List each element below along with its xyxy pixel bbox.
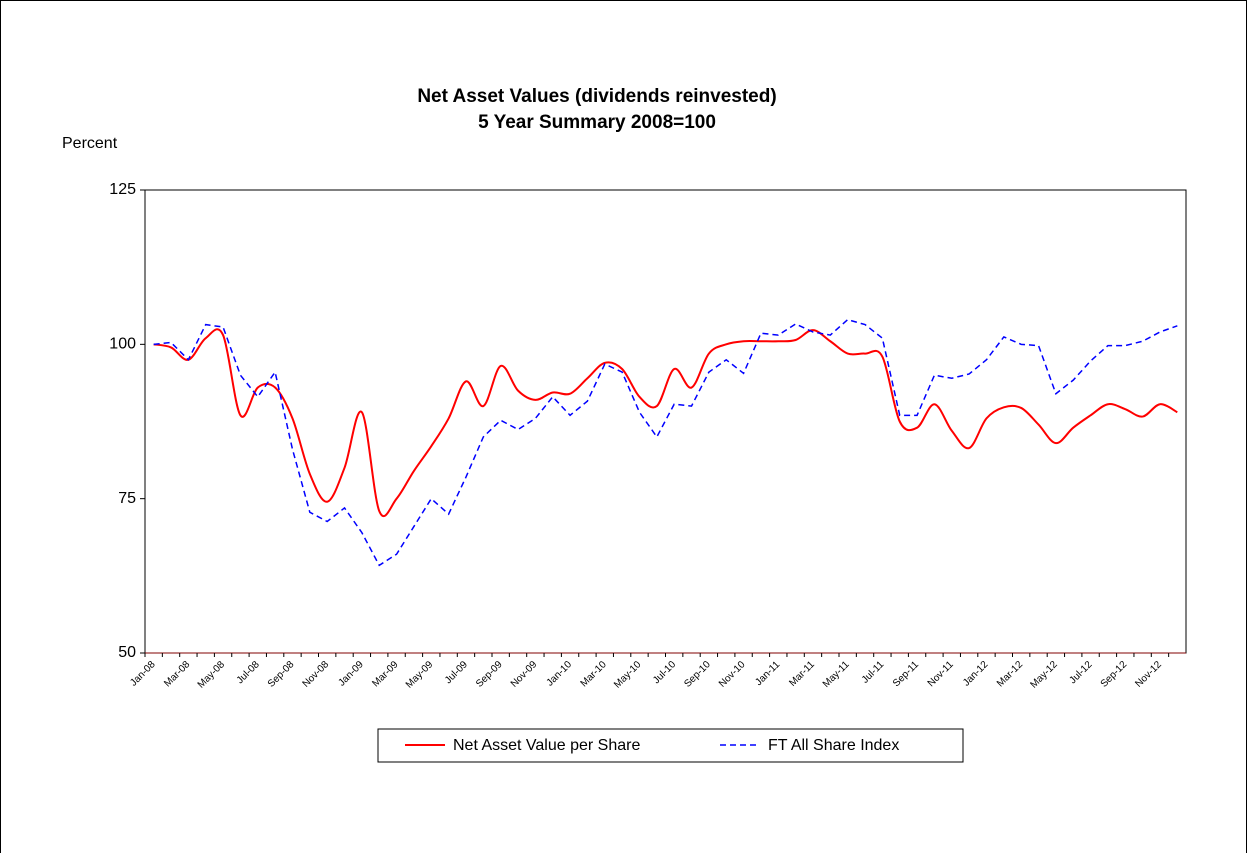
legend-label: FT All Share Index <box>768 737 899 754</box>
chart-title: Net Asset Values (dividends reinvested) <box>417 86 776 107</box>
legend <box>377 728 964 763</box>
chart-subtitle: 5 Year Summary 2008=100 <box>478 112 716 133</box>
legend-label: Net Asset Value per Share <box>453 737 640 754</box>
y-axis-label: Percent <box>62 135 118 152</box>
y-tick-label: 50 <box>118 644 136 661</box>
y-tick-label: 125 <box>109 181 136 198</box>
series-line <box>153 328 1178 518</box>
y-tick-label: 75 <box>118 490 136 507</box>
y-tick-label: 100 <box>109 336 136 353</box>
